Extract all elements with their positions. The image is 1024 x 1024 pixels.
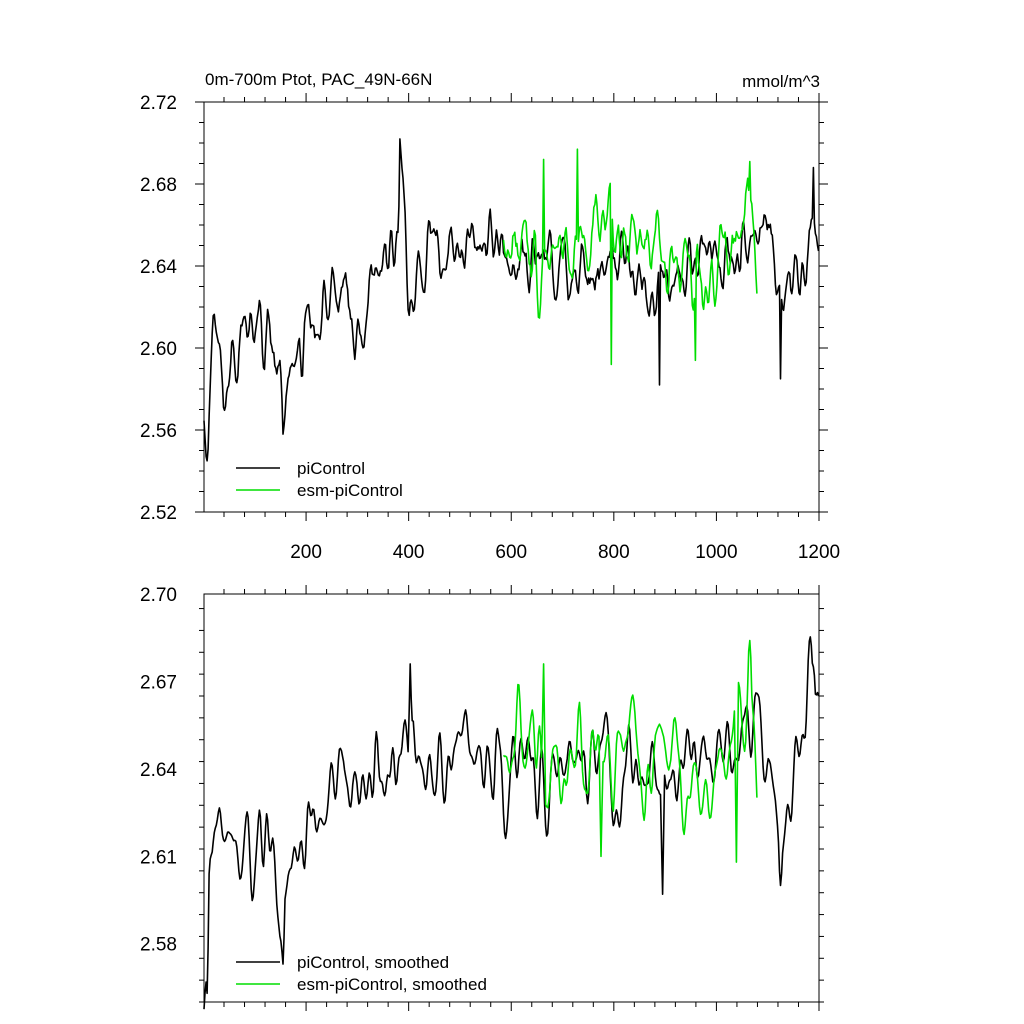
legend: piControl esm-piControl (236, 459, 403, 500)
y-tick-label: 2.68 (140, 175, 177, 196)
top-panel-units: mmol/m^3 (742, 72, 820, 91)
x-tick-label: 400 (393, 542, 425, 563)
x-tick-label: 1000 (695, 542, 737, 563)
y-tick-label: 2.64 (140, 257, 177, 278)
series-lines (203, 138, 820, 462)
x-ticks (223, 585, 820, 1011)
bottom-panel: 2.58 2.61 2.64 2.67 2.70 piControl, smoothed e… (140, 585, 824, 1011)
y-tick-label: 2.56 (140, 421, 177, 442)
x-ticks (223, 93, 820, 521)
y-tick-label: 2.67 (140, 672, 177, 693)
x-tick-label: 800 (598, 542, 630, 563)
legend-label: piControl, smoothed (297, 953, 449, 972)
x-tick-label: 1200 (798, 542, 840, 563)
y-tick-label: 2.60 (140, 339, 177, 360)
y-tick-label: 2.61 (140, 847, 177, 868)
y-tick-label: 2.70 (140, 585, 177, 606)
legend-label: piControl (297, 459, 365, 478)
x-tick-label: 600 (495, 542, 527, 563)
series-line-picontrol (203, 138, 820, 462)
legend-label: esm-piControl (297, 481, 403, 500)
legend: piControl, smoothed esm-piControl, smooth… (236, 953, 487, 994)
series-line-esm-picontrol-smoothed (502, 639, 758, 863)
y-tick-label: 2.64 (140, 760, 177, 781)
series-lines (203, 636, 820, 1010)
y-tick-label: 2.72 (140, 93, 177, 114)
series-line-esm-picontrol (502, 148, 758, 366)
x-tick-label: 200 (290, 542, 322, 563)
y-ticks (199, 608, 824, 1003)
legend-label: esm-piControl, smoothed (297, 975, 487, 994)
top-panel: 0m-700m Ptot, PAC_49N-66N mmol/m^3 200 40… (140, 70, 840, 563)
y-ticks (195, 101, 828, 513)
y-tick-label: 2.52 (140, 503, 177, 524)
y-tick-label: 2.58 (140, 935, 177, 956)
series-line-picontrol-smoothed (203, 636, 820, 1010)
top-panel-title: 0m-700m Ptot, PAC_49N-66N (205, 70, 432, 89)
